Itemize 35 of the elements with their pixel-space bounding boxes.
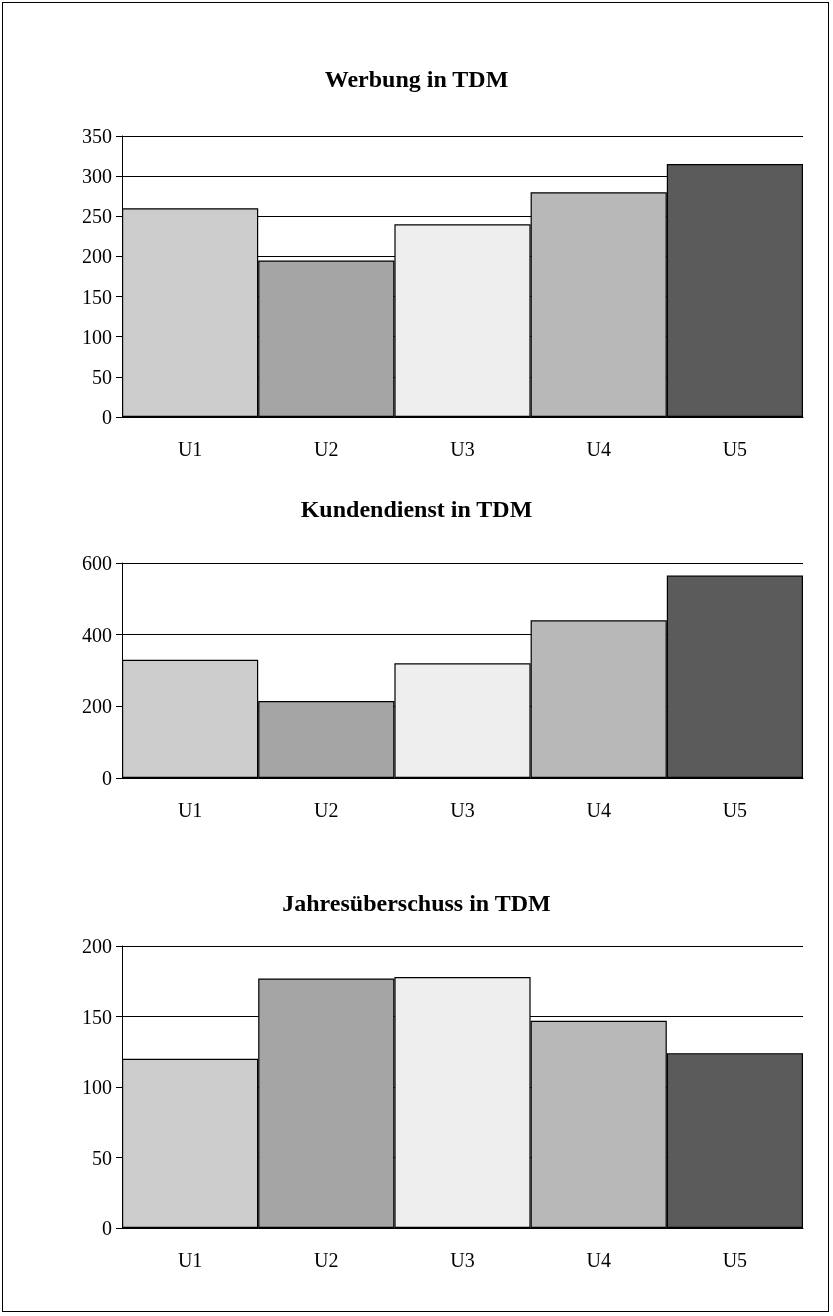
y-tick-label: 600: [82, 552, 112, 574]
y-tick-label: 200: [82, 245, 112, 268]
x-tick-label: U3: [450, 438, 475, 460]
y-tick-label: 250: [82, 205, 112, 228]
x-tick-label: U1: [177, 799, 203, 821]
y-tick-label: 100: [82, 1076, 112, 1098]
y-tick-label: 200: [82, 935, 112, 957]
x-tick-label: U1: [177, 1249, 203, 1271]
y-tick-label: 150: [82, 1005, 112, 1028]
x-tick-label: U4: [586, 438, 611, 460]
chart-title: Jahresüberschuss in TDM: [282, 890, 551, 916]
y-tick-label: 400: [82, 623, 112, 646]
y-tick-label: 50: [92, 1146, 112, 1169]
y-tick-label: 300: [82, 165, 112, 188]
x-tick-label: U1: [177, 438, 203, 460]
x-tick-label: U2: [314, 799, 339, 821]
chart-title: Werbung in TDM: [324, 66, 509, 92]
x-tick-label: U4: [586, 799, 611, 821]
y-tick-label: 150: [82, 285, 112, 308]
x-tick-label: U5: [722, 799, 748, 821]
chart-title: Kundendienst in TDM: [300, 496, 533, 522]
y-tick-label: 350: [82, 125, 112, 147]
x-tick-label: U2: [314, 1249, 339, 1271]
y-tick-label: 0: [102, 406, 112, 428]
x-tick-label: U3: [450, 1249, 475, 1271]
y-tick-label: 0: [102, 1217, 112, 1239]
x-tick-label: U4: [586, 1249, 611, 1271]
y-tick-label: 100: [82, 325, 112, 348]
x-tick-label: U3: [450, 799, 475, 821]
y-tick-label: 50: [92, 365, 112, 388]
y-tick-label: 0: [102, 767, 112, 789]
x-tick-label: U5: [722, 438, 748, 460]
x-tick-label: U5: [722, 1249, 748, 1271]
x-tick-label: U2: [314, 438, 339, 460]
y-tick-label: 200: [82, 695, 112, 718]
